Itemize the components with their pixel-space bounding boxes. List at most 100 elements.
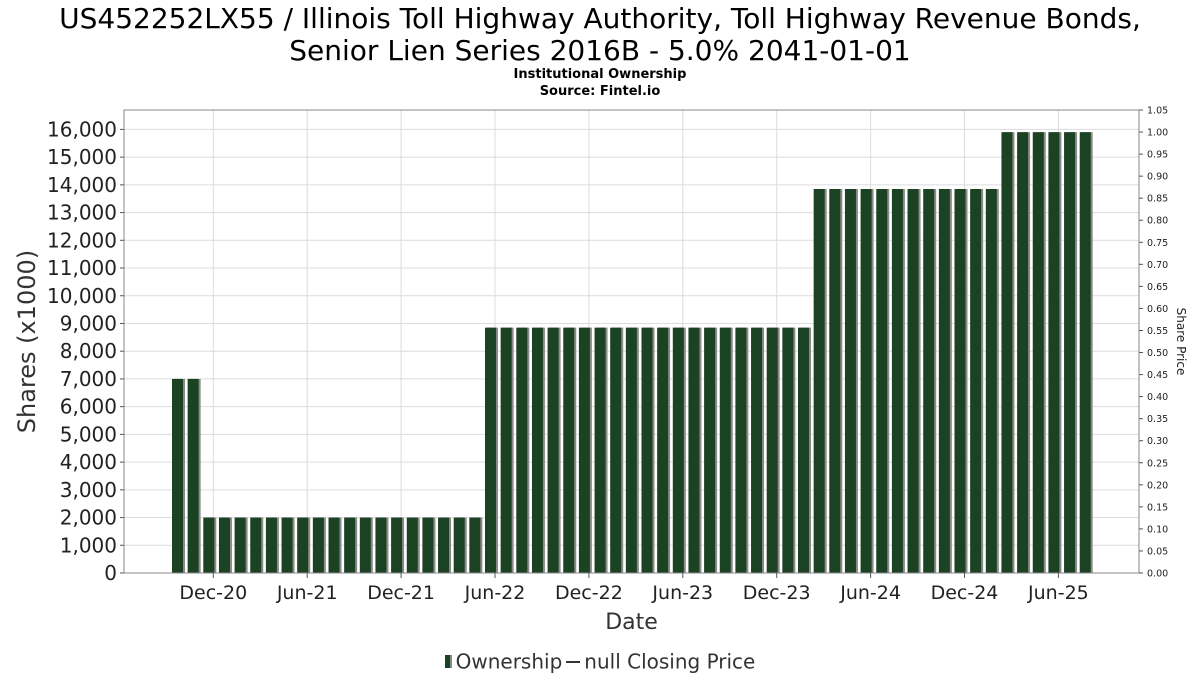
ownership-bar	[1048, 132, 1060, 574]
y2-tick-label: 0.45	[1147, 370, 1168, 381]
ownership-bar	[970, 189, 982, 574]
x-tick-label: Dec-20	[179, 582, 247, 604]
x-tick-label: Dec-22	[555, 582, 623, 604]
ownership-bar	[782, 327, 794, 573]
price-legend-label: null Closing Price	[584, 649, 756, 674]
ownership-bar	[876, 189, 888, 574]
x-tick-label: Dec-24	[931, 582, 999, 604]
ownership-bar	[234, 517, 246, 573]
y-tick-label: 15,000	[47, 145, 117, 169]
ownership-bar	[391, 517, 403, 573]
x-tick-label: Jun-25	[1027, 582, 1089, 604]
ownership-bar	[1017, 132, 1029, 574]
y-tick-label: 7,000	[60, 367, 117, 391]
ownership-bar	[1064, 132, 1076, 574]
ownership-bar	[938, 189, 950, 574]
x-axis-title: Date	[605, 610, 658, 635]
ownership-bar	[798, 327, 809, 573]
ownership-bar	[172, 378, 183, 573]
ownership-bar	[985, 189, 997, 574]
y2-tick-label: 0.80	[1147, 216, 1168, 227]
y-tick-label: 16,000	[47, 117, 117, 141]
ownership-bar	[516, 327, 528, 573]
ownership-legend-swatch	[444, 655, 452, 668]
ownership-bar	[344, 517, 356, 573]
ownership-bar	[563, 327, 575, 573]
ownership-bar	[328, 517, 340, 573]
ownership-bar	[641, 327, 653, 573]
y-tick-label: 12,000	[47, 228, 117, 252]
y-axis-title: Shares (x1000)	[13, 250, 41, 433]
ownership-bar	[672, 327, 684, 573]
y2-tick-label: 0.05	[1147, 546, 1168, 557]
chart-subtitle: Institutional Ownership	[513, 67, 687, 82]
ownership-bar	[422, 517, 434, 573]
y2-tick-label: 0.60	[1147, 304, 1168, 315]
x-tick-label: Jun-24	[839, 582, 901, 604]
ownership-bar	[751, 327, 763, 573]
plot-border	[123, 109, 1140, 574]
y-tick-label: 5,000	[60, 422, 117, 446]
ownership-bar	[719, 327, 731, 573]
ownership-bar	[657, 327, 669, 573]
chart-source: Source: Fintel.io	[539, 84, 661, 99]
ownership-bar	[187, 378, 199, 573]
y-tick-label: 11,000	[47, 256, 117, 280]
y-tick-label: 13,000	[47, 201, 117, 225]
y2-tick-label: 0.25	[1147, 458, 1168, 469]
y-tick-label: 14,000	[47, 173, 117, 197]
y2-tick-label: 0.40	[1147, 392, 1168, 403]
ownership-bar	[578, 327, 590, 573]
y2-tick-label: 0.20	[1147, 480, 1168, 491]
ownership-bar	[1079, 132, 1091, 574]
x-tick-label: Jun-23	[651, 582, 713, 604]
y2-tick-label: 0.35	[1147, 414, 1168, 425]
ownership-bar	[891, 189, 903, 574]
x-tick-label: Dec-23	[743, 582, 811, 604]
ownership-bar	[485, 327, 496, 573]
y-tick-label: 3,000	[60, 478, 117, 502]
ownership-bar	[954, 189, 966, 574]
y2-tick-label: 0.85	[1147, 194, 1168, 205]
ownership-bar	[844, 189, 856, 574]
ownership-bar	[500, 327, 512, 573]
y2-tick-label: 0.90	[1147, 172, 1168, 183]
y-tick-label: 4,000	[60, 450, 117, 474]
y2-tick-label: 0.75	[1147, 238, 1168, 249]
y2-tick-label: 0.30	[1147, 436, 1168, 447]
y-tick-label: 8,000	[60, 339, 117, 363]
ownership-bar	[813, 189, 825, 574]
ownership-bar	[406, 517, 418, 573]
chart-title-line-1: US452252LX55 / Illinois Toll Highway Aut…	[59, 2, 1141, 35]
y2-tick-label: 0.00	[1147, 569, 1168, 580]
ownership-bar	[375, 517, 387, 573]
y2-tick-label: 0.10	[1147, 524, 1168, 535]
ownership-bar	[625, 327, 637, 573]
ownership-bar	[218, 517, 230, 573]
ownership-bar	[297, 517, 309, 573]
y-tick-label: 1,000	[60, 533, 117, 557]
y-tick-label: 10,000	[47, 284, 117, 308]
y2-tick-label: 0.15	[1147, 502, 1168, 513]
y2-tick-label: 0.55	[1147, 326, 1168, 337]
ownership-bar	[312, 517, 324, 573]
x-tick-label: Jun-21	[276, 582, 338, 604]
y2-tick-label: 0.65	[1147, 282, 1168, 293]
price-legend-swatch	[566, 660, 581, 663]
ownership-bar	[907, 189, 919, 574]
ownership-bar	[1032, 132, 1044, 574]
y2-tick-label: 1.00	[1147, 128, 1168, 139]
ownership-bar	[281, 517, 293, 573]
ownership-bar	[704, 327, 716, 573]
ownership-bar	[594, 327, 606, 573]
y-tick-label: 6,000	[60, 395, 117, 419]
ownership-bar	[610, 327, 622, 573]
ownership-bar	[438, 517, 450, 573]
ownership-bar	[203, 517, 215, 573]
y-tick-label: 2,000	[60, 506, 117, 530]
y2-tick-label: 0.95	[1147, 150, 1168, 161]
y-tick-label: 9,000	[60, 311, 117, 335]
y2-axis-title: Share Price	[1174, 308, 1188, 376]
ownership-bar	[453, 517, 465, 573]
